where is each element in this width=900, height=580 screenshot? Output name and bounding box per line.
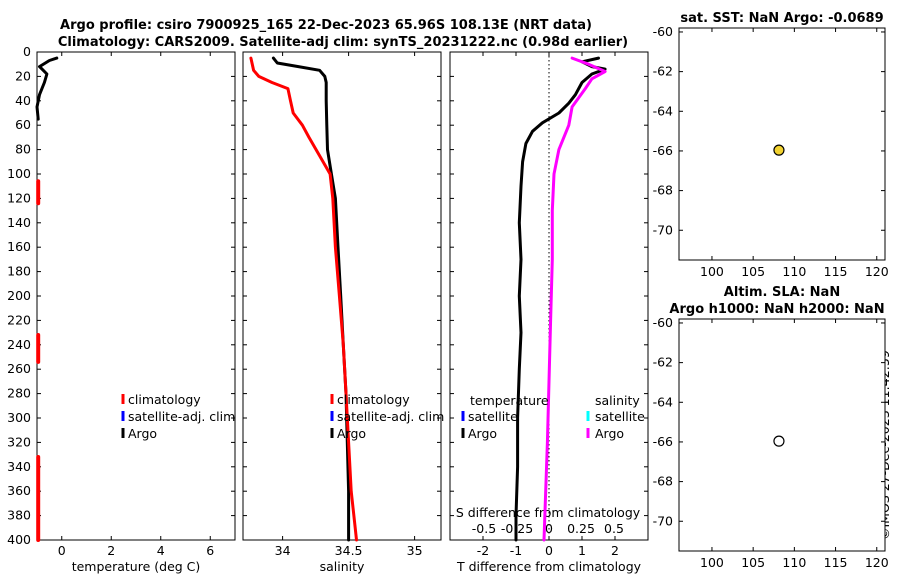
- y-tick-label: 200: [7, 288, 31, 303]
- y-tick-label: 140: [7, 215, 31, 230]
- y-tick-label: -66: [653, 143, 673, 158]
- y-tick-label: 340: [7, 459, 31, 474]
- y-tick-label: 260: [7, 361, 31, 376]
- y-tick-label: 40: [15, 93, 31, 108]
- x-tick-label: 0: [58, 543, 66, 558]
- legend-item-label: satellite: [468, 409, 518, 424]
- x2-tick-label: 0: [545, 521, 553, 536]
- x-tick-label: 34: [275, 543, 291, 558]
- y-tick-label: -66: [653, 434, 673, 449]
- x2-axis-label: S difference from climatology: [456, 505, 641, 520]
- legend-item-label: Argo: [468, 426, 497, 441]
- x2-tick-label: 0.5: [604, 521, 624, 536]
- series-line: [249, 56, 358, 542]
- y-tick-label: -62: [653, 64, 673, 79]
- x-tick-label: 4: [157, 543, 165, 558]
- y-tick-label: -64: [653, 394, 673, 409]
- x-tick-label: 105: [741, 264, 765, 279]
- x-tick-label: 2: [107, 543, 115, 558]
- x-tick-label: 120: [865, 555, 889, 570]
- y-tick-label: 240: [7, 337, 31, 352]
- x-tick-label: 120: [865, 264, 889, 279]
- series-line: [514, 56, 607, 542]
- panel-frame-1: [36, 51, 236, 541]
- legend-item-label: Argo: [337, 426, 366, 441]
- y-tick-label: 160: [7, 239, 31, 254]
- argo-position-marker: [773, 435, 785, 447]
- y-tick-label: -68: [653, 474, 673, 489]
- x-tick-label: 2: [611, 543, 619, 558]
- x-tick-label: 35: [407, 543, 423, 558]
- x-tick-label: 0: [545, 543, 553, 558]
- x-tick-label: -2: [477, 543, 489, 558]
- y-tick-label: 320: [7, 434, 31, 449]
- y-tick-label: 360: [7, 483, 31, 498]
- y-tick-label: -60: [653, 315, 673, 330]
- y-tick-label: -62: [653, 355, 673, 370]
- chart-panels: 0204060801001201401601802002202402602803…: [7, 11, 889, 574]
- legend-item-label: climatology: [128, 392, 201, 407]
- y-tick-label: -70: [653, 513, 673, 528]
- legend-item-label: satellite-adj. clim: [337, 409, 444, 424]
- legend-item-label: climatology: [337, 392, 410, 407]
- x-tick-label: 1: [578, 543, 586, 558]
- x-tick-label: 115: [824, 555, 848, 570]
- y-tick-label: 180: [7, 264, 31, 279]
- y-tick-label: 60: [15, 117, 31, 132]
- x-tick-label: 115: [824, 264, 848, 279]
- y-tick-label: -68: [653, 183, 673, 198]
- legend-item-label: Argo: [128, 426, 157, 441]
- x-tick-label: 100: [700, 264, 724, 279]
- x2-tick-label: -0.5: [472, 521, 496, 536]
- y-tick-label: 300: [7, 410, 31, 425]
- y-tick-label: 220: [7, 312, 31, 327]
- legend-item-label: Argo: [595, 426, 624, 441]
- x2-tick-label: 0.25: [567, 521, 595, 536]
- x-tick-label: 34.5: [335, 543, 363, 558]
- figure-title-line1: Argo profile: csiro 7900925_165 22-Dec-2…: [60, 18, 592, 33]
- x-axis-label: T difference from climatology: [456, 559, 642, 574]
- legend-item-label: satellite-adj. clim: [128, 409, 235, 424]
- series-line: [35, 56, 59, 121]
- y-tick-label: 20: [15, 68, 31, 83]
- legend-title: temperature: [470, 393, 549, 408]
- legend-title: salinity: [595, 393, 640, 408]
- y-tick-label: 120: [7, 190, 31, 205]
- legend-item-label: satellite: [595, 409, 645, 424]
- y-tick-label: 80: [15, 142, 31, 157]
- x-tick-label: -1: [510, 543, 522, 558]
- x-tick-label: 110: [782, 555, 806, 570]
- y-tick-label: -64: [653, 103, 673, 118]
- x-tick-label: 6: [206, 543, 214, 558]
- y-tick-label: -70: [653, 222, 673, 237]
- map-title: Altim. SLA: NaN: [724, 285, 840, 300]
- map-title: sat. SST: NaN Argo: -0.0689: [680, 11, 883, 26]
- x-axis-label: salinity: [320, 559, 365, 574]
- y-tick-label: 380: [7, 508, 31, 523]
- argo-position-marker: [773, 144, 785, 156]
- y-tick-label: 0: [23, 44, 31, 59]
- x-tick-label: 110: [782, 264, 806, 279]
- x-axis-label: temperature (deg C): [72, 559, 201, 574]
- y-tick-label: 280: [7, 386, 31, 401]
- x-tick-label: 105: [741, 555, 765, 570]
- y-tick-label: 100: [7, 166, 31, 181]
- figure-title-line2: Climatology: CARS2009. Satellite-adj cli…: [58, 35, 628, 50]
- map-title-line2: Argo h1000: NaN h2000: NaN: [669, 302, 884, 317]
- panel-frame-4: [678, 27, 886, 261]
- y-tick-label: 400: [7, 532, 31, 547]
- x-tick-label: 100: [700, 555, 724, 570]
- panel-frame-5: [678, 318, 886, 552]
- series-line: [542, 56, 607, 542]
- y-tick-label: -60: [653, 24, 673, 39]
